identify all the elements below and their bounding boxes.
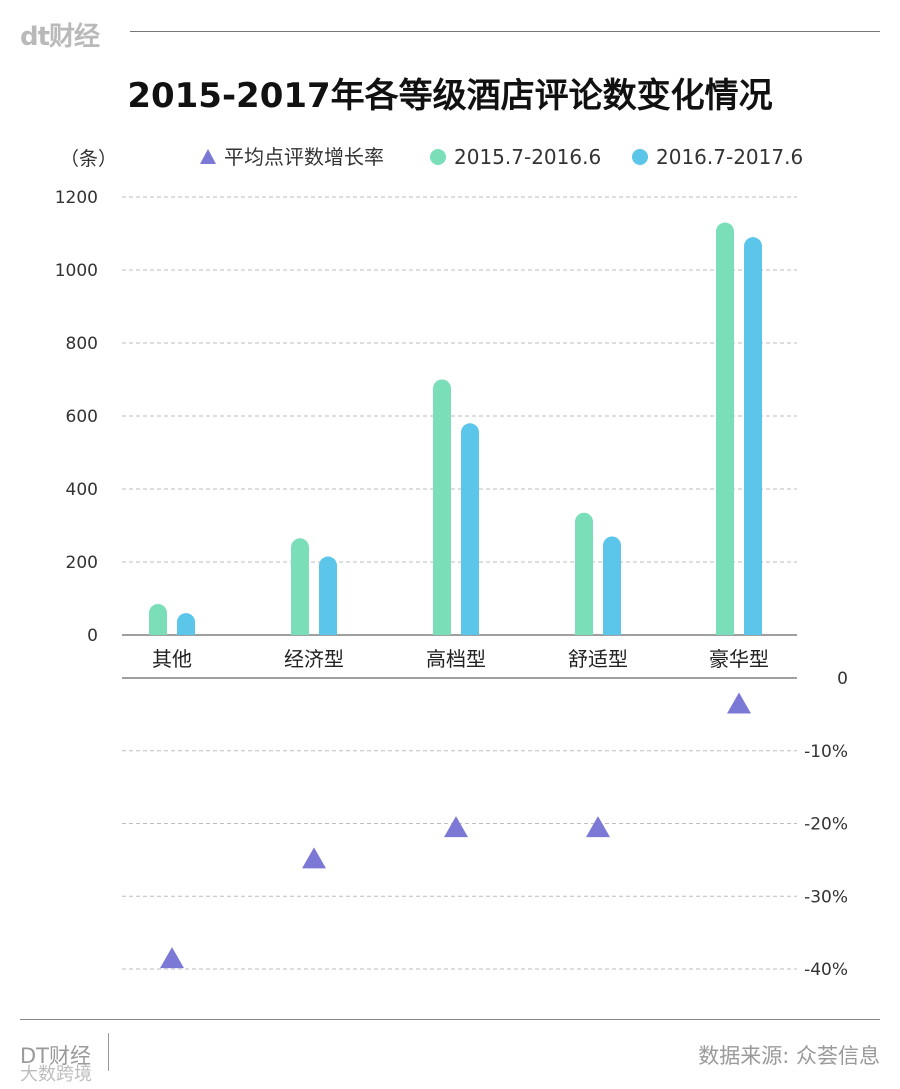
x-category-label: 高档型 xyxy=(426,647,486,671)
bar-y-tick-label: 600 xyxy=(66,407,98,427)
bar-y-tick-label: 1200 xyxy=(55,188,98,208)
bar-base xyxy=(433,626,451,635)
legend-triangle-marker xyxy=(200,149,216,164)
brand-logo: dt财经 xyxy=(20,22,100,52)
bar-base xyxy=(461,626,479,635)
x-category-label: 其他 xyxy=(152,647,192,671)
growth-y-tick-label: 0 xyxy=(837,669,848,689)
bar-base xyxy=(575,626,593,635)
growth-rate-triangle xyxy=(160,947,184,969)
legend-dot-marker xyxy=(430,149,446,165)
legend-label: 2016.7-2017.6 xyxy=(656,145,803,169)
bar-y-tick-label: 0 xyxy=(87,626,98,646)
y-axis-unit: （条） xyxy=(60,148,117,170)
legend-label: 2015.7-2016.6 xyxy=(454,145,601,169)
bar xyxy=(291,538,309,635)
legend-label: 平均点评数增长率 xyxy=(224,145,384,169)
growth-rate-triangle xyxy=(444,816,468,838)
bar-y-tick-label: 200 xyxy=(66,553,98,573)
x-category-label: 舒适型 xyxy=(568,647,628,671)
bar-base xyxy=(744,626,762,635)
x-category-label: 经济型 xyxy=(284,647,344,671)
bar-y-tick-label: 400 xyxy=(66,480,98,500)
bar xyxy=(716,222,734,636)
growth-y-tick-label: -20% xyxy=(804,815,848,835)
bar xyxy=(603,536,621,635)
bar xyxy=(461,423,479,635)
footer-separator xyxy=(108,1033,109,1071)
growth-rate-triangle xyxy=(586,816,610,838)
x-category-label: 豪华型 xyxy=(709,647,769,671)
data-source: 数据来源: 众荟信息 xyxy=(698,1044,880,1068)
header-rule xyxy=(130,31,880,32)
bar xyxy=(575,512,593,635)
bar-base xyxy=(177,626,195,635)
footer-brand: DT财经 xyxy=(20,1044,91,1068)
growth-y-tick-label: -40% xyxy=(804,960,848,980)
bar-base xyxy=(603,626,621,635)
legend-dot-marker xyxy=(632,149,648,165)
watermark: 大数跨境 xyxy=(20,1064,92,1085)
chart-title: 2015-2017年各等级酒店评论数变化情况 xyxy=(127,76,773,116)
bar xyxy=(319,556,337,635)
bar-base xyxy=(291,626,309,635)
growth-rate-triangle xyxy=(302,847,326,869)
bar xyxy=(433,379,451,635)
bar xyxy=(744,237,762,635)
bar-y-tick-label: 800 xyxy=(66,334,98,354)
bar-base xyxy=(149,626,167,635)
footer-rule xyxy=(20,1019,880,1020)
growth-y-tick-label: -30% xyxy=(804,887,848,907)
bar-y-tick-label: 1000 xyxy=(55,261,98,281)
bar-base xyxy=(716,626,734,635)
growth-rate-triangle xyxy=(727,692,751,714)
bar-base xyxy=(319,626,337,635)
growth-y-tick-label: -10% xyxy=(804,742,848,762)
